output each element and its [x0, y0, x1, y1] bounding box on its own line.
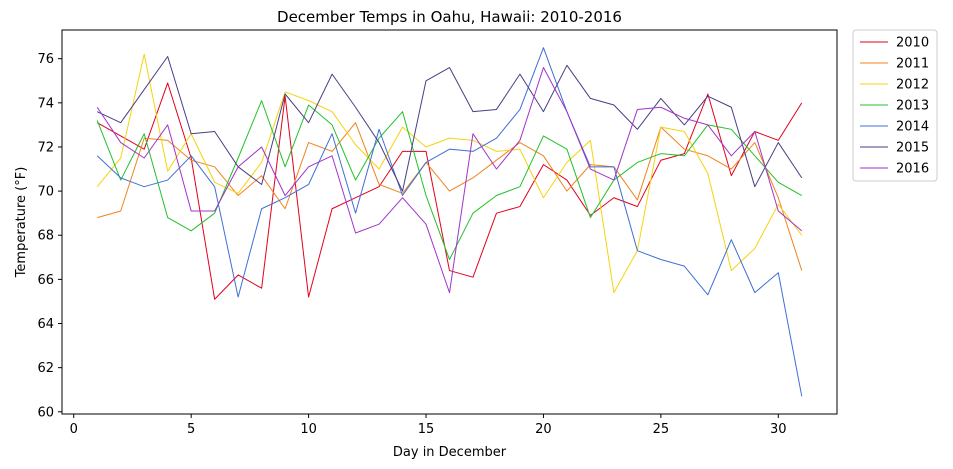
series-line-2015 [97, 55, 803, 192]
y-tick-label: 62 [37, 361, 54, 376]
x-tick-label: 10 [300, 422, 317, 437]
legend: 2010 2011 2012 2013 2014 2015 2016 [852, 29, 938, 182]
legend-label-2015: 2015 [896, 141, 929, 156]
y-tick-label: 64 [37, 317, 54, 332]
y-tick-label: 70 [37, 185, 54, 200]
y-tick-label: 60 [37, 405, 54, 420]
plot-area-frame [61, 29, 838, 415]
x-tick-label: 5 [187, 422, 195, 437]
series-line-2011 [97, 122, 803, 271]
y-axis-label: Temperature (°F) [14, 167, 29, 279]
chart-title: December Temps in Oahu, Hawaii: 2010-201… [277, 8, 622, 26]
x-tick-label: 20 [535, 422, 552, 437]
y-tick-label: 74 [37, 96, 54, 111]
y-tick-label: 66 [37, 273, 54, 288]
x-axis-label: Day in December [393, 445, 507, 460]
y-axis: 60 62 64 66 68 70 72 74 76 [37, 52, 62, 420]
legend-label-2013: 2013 [896, 99, 929, 114]
y-tick-label: 72 [37, 140, 54, 155]
legend-label-2016: 2016 [896, 162, 929, 177]
x-tick-label: 15 [418, 422, 435, 437]
x-tick-label: 25 [653, 422, 670, 437]
x-tick-label: 30 [770, 422, 787, 437]
series-line-2012 [96, 53, 803, 294]
x-tick-label: 0 [70, 422, 78, 437]
legend-label-2012: 2012 [896, 78, 929, 93]
series-line-2014 [96, 47, 803, 397]
legend-frame [852, 29, 938, 182]
series-line-2013 [96, 100, 803, 261]
legend-label-2010: 2010 [896, 36, 929, 51]
x-axis: 0 5 10 15 20 25 30 [70, 414, 787, 437]
series-line-2016 [96, 67, 803, 294]
y-tick-label: 68 [37, 229, 54, 244]
legend-label-2011: 2011 [896, 57, 929, 72]
series-line-2010 [96, 82, 803, 300]
y-tick-label: 76 [37, 52, 54, 67]
series-layer [96, 47, 803, 397]
legend-label-2014: 2014 [896, 120, 929, 135]
